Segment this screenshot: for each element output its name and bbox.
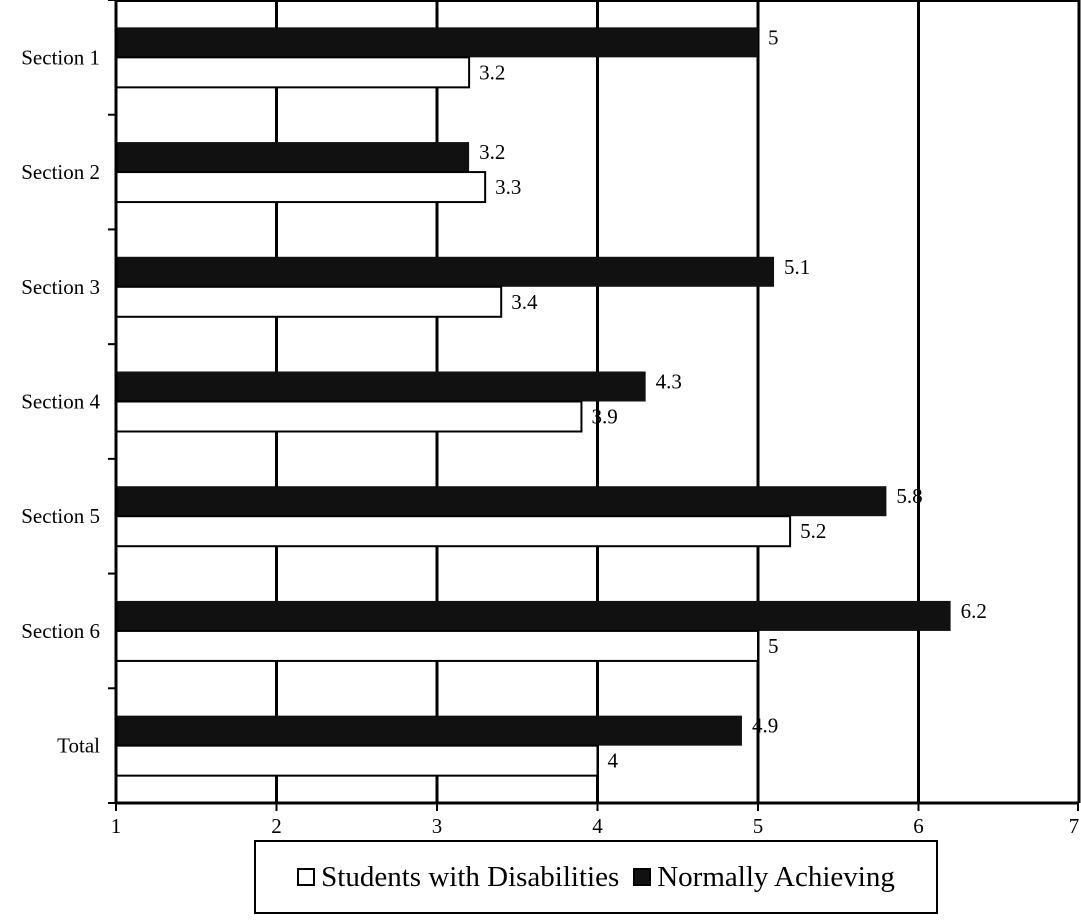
data-label-normal-7: 4.9 — [752, 714, 778, 738]
data-label-disabilities-7: 4 — [608, 749, 619, 773]
legend-label-disabilities: Students with Disabilities — [321, 860, 620, 893]
x-tick-label-1: 1 — [111, 814, 122, 838]
bar-disabilities-6 — [115, 629, 759, 662]
bar-normal-5 — [116, 486, 887, 517]
legend-item-normal: Normally Achieving — [633, 861, 895, 894]
data-label-normal-5: 5.8 — [896, 484, 922, 508]
bar-normal-3 — [116, 256, 775, 287]
bar-disabilities-3 — [115, 285, 503, 318]
bar-normal-4 — [116, 371, 646, 402]
axes — [108, 0, 1079, 811]
bar-disabilities-5 — [115, 515, 792, 548]
data-label-normal-4: 4.3 — [656, 370, 682, 394]
category-label-5: Section 5 — [21, 504, 100, 528]
bars — [115, 27, 951, 777]
data-label-normal-1: 5 — [768, 25, 779, 49]
legend-item-disabilities: Students with Disabilities — [297, 861, 619, 894]
legend: Students with Disabilities Normally Achi… — [254, 840, 938, 914]
data-label-disabilities-4: 3.9 — [591, 405, 617, 429]
bar-normal-1 — [116, 27, 758, 58]
bar-normal-6 — [116, 600, 951, 631]
data-label-disabilities-5: 5.2 — [800, 519, 826, 543]
x-tick-label-5: 5 — [753, 814, 764, 838]
data-label-normal-6: 6.2 — [961, 599, 987, 623]
legend-swatch-open-icon — [297, 868, 316, 886]
data-label-disabilities-1: 3.2 — [479, 60, 505, 84]
x-tick-label-6: 6 — [913, 814, 924, 838]
category-label-7: Total — [57, 734, 100, 758]
data-label-disabilities-3: 3.4 — [511, 290, 538, 314]
category-label-2: Section 2 — [21, 160, 100, 184]
category-label-1: Section 1 — [21, 45, 100, 69]
data-label-disabilities-2: 3.3 — [495, 175, 521, 199]
bar-disabilities-4 — [115, 400, 583, 433]
bar-normal-2 — [116, 142, 470, 173]
category-label-4: Section 4 — [21, 390, 100, 414]
data-label-disabilities-6: 5 — [768, 634, 779, 658]
category-label-3: Section 3 — [21, 275, 100, 299]
data-label-normal-3: 5.1 — [784, 255, 810, 279]
category-label-6: Section 6 — [21, 619, 100, 643]
x-tick-label-7: 7 — [1069, 814, 1080, 838]
bar-disabilities-7 — [115, 744, 599, 777]
x-tick-label-3: 3 — [432, 814, 443, 838]
data-label-normal-2: 3.2 — [479, 140, 505, 164]
bar-normal-7 — [116, 715, 742, 746]
bar-disabilities-1 — [115, 56, 471, 89]
labels: 5 3.2 Section 1 3.2 3.3 Section 2 5.1 3.4 Sectio… — [21, 25, 1079, 838]
legend-label-normal: Normally Achieving — [657, 860, 895, 893]
legend-swatch-filled-icon — [633, 868, 652, 886]
x-tick-label-4: 4 — [592, 814, 603, 838]
x-tick-label-2: 2 — [271, 814, 282, 838]
bar-disabilities-2 — [115, 171, 487, 204]
